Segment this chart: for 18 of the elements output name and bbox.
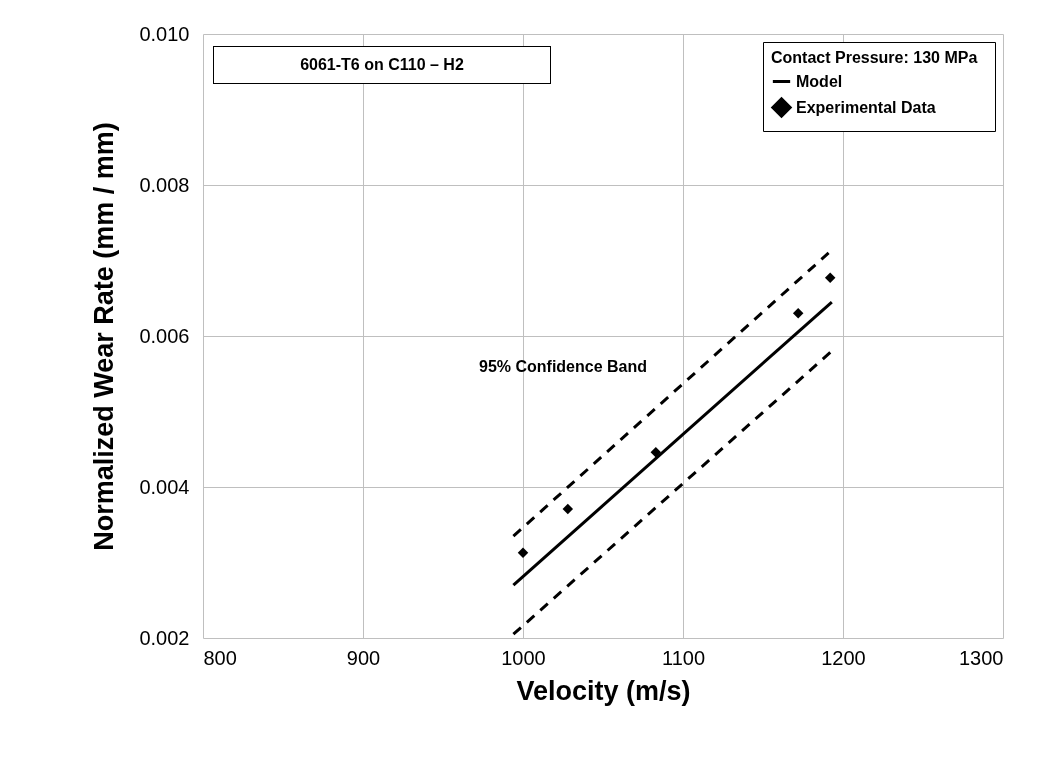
legend-label: Experimental Data	[796, 98, 936, 116]
x-tick-label: 1200	[821, 646, 866, 669]
y-tick-label: 0.008	[139, 173, 190, 196]
y-tick-label: 0.010	[139, 22, 190, 45]
x-tick-label: 1000	[501, 646, 546, 669]
x-tick-label: 1300	[959, 646, 1004, 669]
y-tick-label: 0.002	[139, 626, 190, 649]
x-tick-label: 900	[346, 646, 381, 669]
y-axis-title: Normalized Wear Rate (mm / mm)	[89, 122, 120, 551]
y-tick-label: 0.004	[139, 475, 190, 498]
legend-label: Model	[796, 72, 843, 90]
label-box: 6061-T6 on C110 – H2	[213, 46, 551, 84]
x-tick-label: 800	[203, 646, 237, 669]
y-tick-label: 0.006	[139, 324, 190, 347]
x-tick-label: 1100	[661, 646, 706, 669]
x-axis-title: Velocity (m/s)	[516, 675, 691, 706]
legend-title: Contact Pressure: 130 MPa	[771, 49, 978, 66]
annotation: 95% Confidence Band	[478, 358, 648, 375]
